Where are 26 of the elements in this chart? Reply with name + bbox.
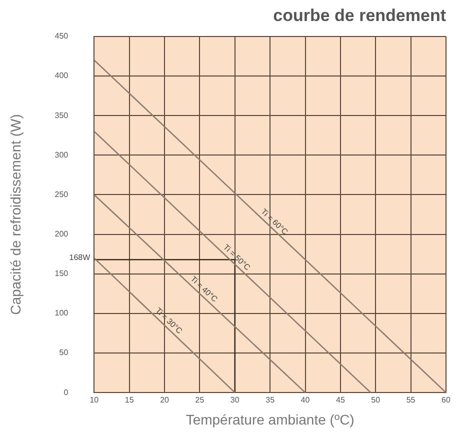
x-tick-label: 35 bbox=[266, 396, 276, 405]
x-tick-label: 50 bbox=[371, 396, 381, 405]
text: Ti = 40°C bbox=[188, 274, 220, 304]
y-tick-label: 350 bbox=[54, 110, 69, 120]
y-tick-label: 0 bbox=[64, 388, 69, 397]
y-tick-label: 450 bbox=[54, 32, 69, 41]
y-tick-label: 250 bbox=[54, 190, 69, 199]
x-tick-label: 20 bbox=[160, 396, 170, 405]
x-tick-label: 30 bbox=[230, 396, 240, 405]
annotation: 168W bbox=[69, 252, 91, 262]
x-tick-label: 45 bbox=[336, 396, 346, 405]
x-axis-title: Température ambiante (ºC) bbox=[186, 411, 354, 428]
y-tick-label: 100 bbox=[54, 308, 69, 318]
chart-title: courbe de rendement bbox=[273, 6, 446, 25]
x-tick-label: 55 bbox=[406, 396, 416, 405]
y-tick-label: 150 bbox=[54, 269, 69, 278]
x-tick-label: 25 bbox=[195, 396, 205, 405]
y-tick-label: 300 bbox=[54, 150, 69, 160]
y-axis-title: Capacité de refroidissement (W) bbox=[7, 114, 24, 315]
y-tick-label: 400 bbox=[54, 71, 69, 80]
y-tick-label: 200 bbox=[54, 229, 69, 238]
x-tick-label: 15 bbox=[124, 396, 134, 405]
x-tick-label: 60 bbox=[442, 396, 451, 405]
x-tick-label: 40 bbox=[300, 396, 310, 405]
y-tick-label: 50 bbox=[59, 348, 69, 358]
x-tick-label: 10 bbox=[90, 396, 100, 405]
